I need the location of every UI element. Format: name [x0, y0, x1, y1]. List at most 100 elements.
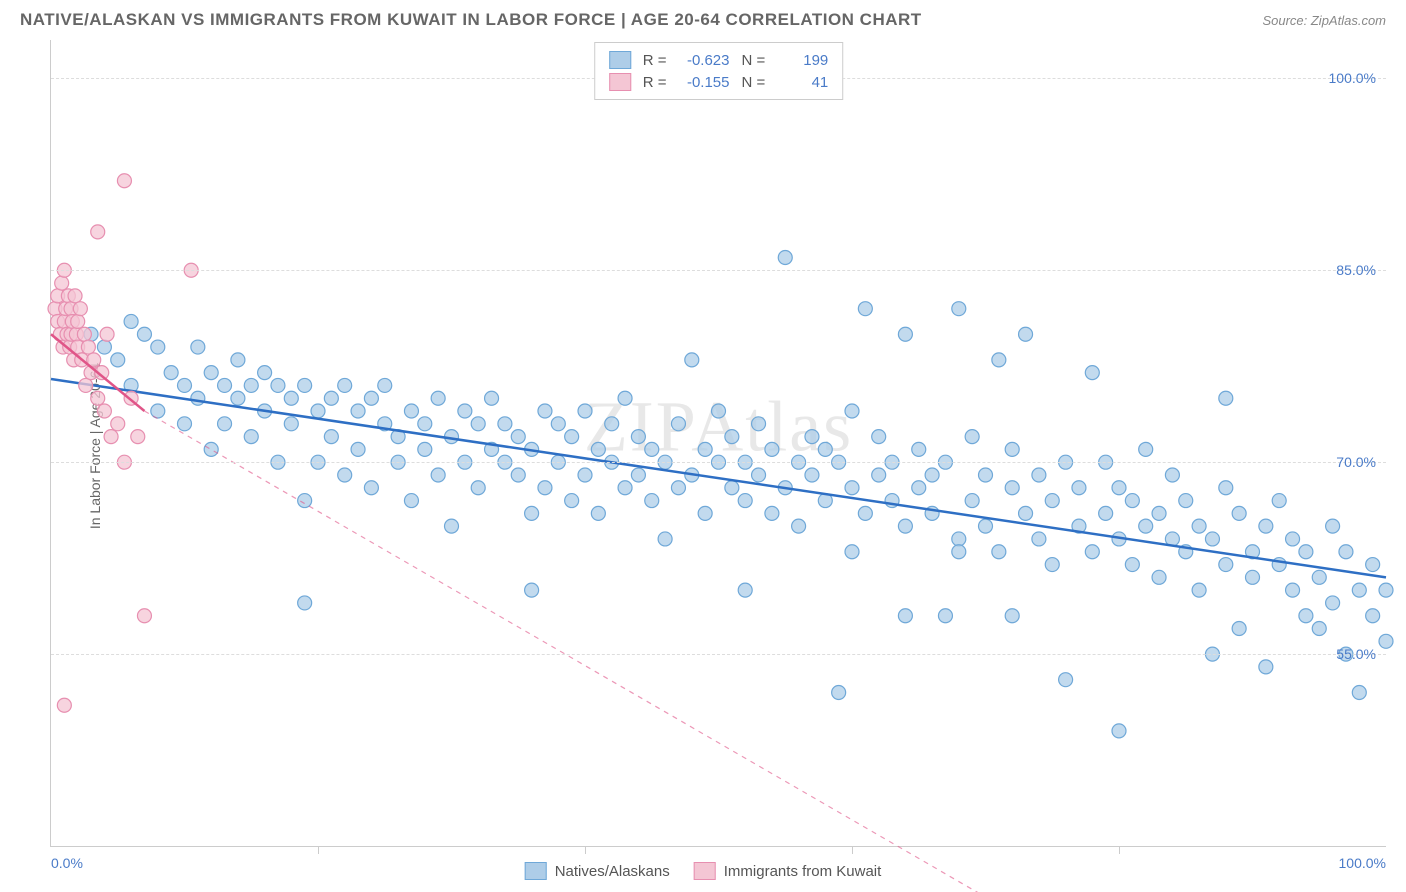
data-point: [1299, 545, 1313, 559]
data-point: [1112, 481, 1126, 495]
data-point: [1005, 609, 1019, 623]
data-point: [378, 378, 392, 392]
data-point: [685, 353, 699, 367]
data-point: [631, 468, 645, 482]
data-point: [752, 468, 766, 482]
data-point: [231, 391, 245, 405]
data-point: [258, 366, 272, 380]
data-point: [79, 378, 93, 392]
data-point: [298, 378, 312, 392]
swatch-bottom-1: [525, 862, 547, 880]
data-point: [1099, 506, 1113, 520]
data-point: [645, 494, 659, 508]
data-point: [204, 366, 218, 380]
data-point: [1326, 596, 1340, 610]
data-point: [91, 391, 105, 405]
data-point: [1059, 673, 1073, 687]
data-point: [912, 442, 926, 456]
data-point: [1219, 481, 1233, 495]
data-point: [752, 417, 766, 431]
correlation-legend: R = -0.623 N = 199 R = -0.155 N = 41: [594, 42, 844, 100]
data-point: [979, 468, 993, 482]
data-point: [311, 404, 325, 418]
data-point: [1352, 583, 1366, 597]
data-point: [738, 583, 752, 597]
data-point: [298, 596, 312, 610]
data-point: [898, 327, 912, 341]
data-point: [1165, 468, 1179, 482]
data-point: [404, 404, 418, 418]
data-point: [511, 430, 525, 444]
data-point: [765, 442, 779, 456]
data-point: [97, 404, 111, 418]
data-point: [645, 442, 659, 456]
data-point: [124, 314, 138, 328]
legend-row-series-2: R = -0.155 N = 41: [609, 71, 829, 93]
data-point: [104, 430, 118, 444]
data-point: [898, 609, 912, 623]
data-point: [605, 417, 619, 431]
n-label-1: N =: [742, 52, 766, 69]
data-point: [100, 327, 114, 341]
data-point: [845, 545, 859, 559]
data-point: [178, 378, 192, 392]
data-point: [1259, 660, 1273, 674]
data-point: [738, 494, 752, 508]
data-point: [1192, 583, 1206, 597]
data-point: [364, 481, 378, 495]
data-point: [1246, 570, 1260, 584]
legend-item-series-1: Natives/Alaskans: [525, 862, 670, 880]
data-point: [1045, 494, 1059, 508]
data-point: [1312, 622, 1326, 636]
data-point: [471, 481, 485, 495]
data-point: [658, 532, 672, 546]
data-point: [1112, 724, 1126, 738]
data-point: [538, 481, 552, 495]
data-point: [538, 404, 552, 418]
data-point: [591, 506, 605, 520]
data-point: [965, 494, 979, 508]
data-point: [578, 468, 592, 482]
data-point: [111, 353, 125, 367]
data-point: [73, 302, 87, 316]
data-point: [1232, 622, 1246, 636]
data-point: [952, 532, 966, 546]
data-point: [431, 391, 445, 405]
data-point: [351, 442, 365, 456]
data-point: [1219, 558, 1233, 572]
data-point: [578, 404, 592, 418]
data-point: [1005, 442, 1019, 456]
data-point: [712, 404, 726, 418]
data-point: [218, 417, 232, 431]
y-tick-label: 100.0%: [1329, 70, 1376, 86]
data-point: [1312, 570, 1326, 584]
n-value-2: 41: [773, 74, 828, 91]
y-tick-label: 85.0%: [1336, 262, 1376, 278]
data-point: [792, 519, 806, 533]
data-point: [1286, 532, 1300, 546]
data-point: [698, 506, 712, 520]
data-point: [845, 404, 859, 418]
r-value-2: -0.155: [675, 74, 730, 91]
data-point: [1259, 519, 1273, 533]
data-point: [725, 481, 739, 495]
r-label-2: R =: [643, 74, 667, 91]
swatch-bottom-2: [694, 862, 716, 880]
data-point: [1205, 532, 1219, 546]
data-point: [525, 506, 539, 520]
data-point: [992, 353, 1006, 367]
data-point: [164, 366, 178, 380]
data-point: [68, 289, 82, 303]
data-point: [872, 430, 886, 444]
data-point: [1366, 609, 1380, 623]
data-point: [858, 302, 872, 316]
data-point: [832, 685, 846, 699]
data-point: [445, 519, 459, 533]
data-point: [55, 276, 69, 290]
data-point: [912, 481, 926, 495]
data-point: [57, 698, 71, 712]
x-tick: [852, 846, 853, 854]
data-point: [431, 468, 445, 482]
series-legend: Natives/Alaskans Immigrants from Kuwait: [525, 862, 882, 880]
data-point: [818, 442, 832, 456]
